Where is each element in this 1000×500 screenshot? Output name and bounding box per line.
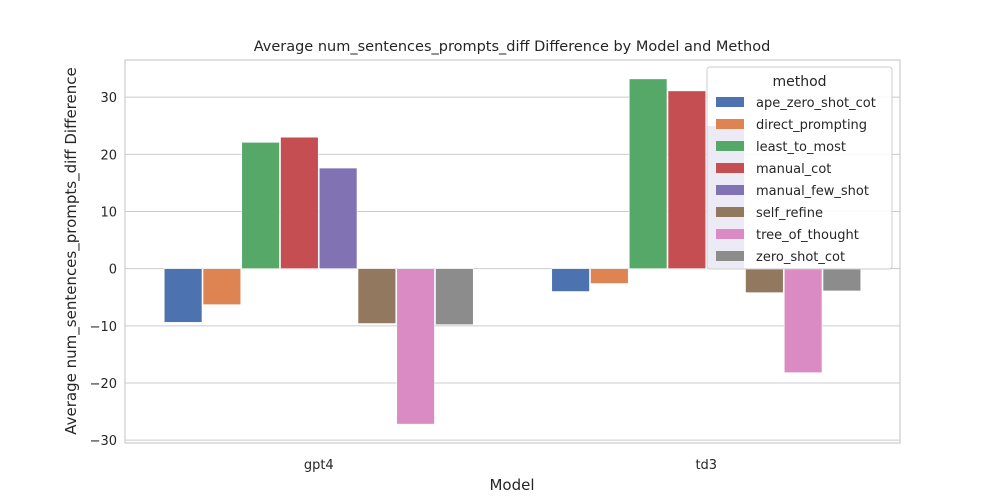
plot-frame	[124, 59, 901, 444]
legend-label-manual_few_shot: manual_few_shot	[756, 184, 869, 199]
legend-label-manual_cot: manual_cot	[756, 162, 831, 177]
legend-label-ape_zero_shot_cot: ape_zero_shot_cot	[756, 96, 876, 111]
x-tick-label: gpt4	[304, 458, 334, 473]
x-tick-label: td3	[695, 458, 717, 473]
legend: method ape_zero_shot_cot direct_promptingl…	[706, 66, 893, 270]
bar-manual_cot-gpt4	[280, 136, 319, 269]
y-axis-title: Average num_sentences_prompts_diff Diffe…	[62, 67, 81, 434]
x-axis-title: Model	[489, 476, 534, 494]
bar-zero_shot_cot-gpt4	[435, 268, 474, 325]
legend-label-least_to_most: least_to_most	[756, 140, 846, 155]
legend-swatch-manual_few_shot	[716, 185, 744, 195]
bar-tree_of_thought-td3	[783, 268, 823, 373]
legend-title: method	[772, 74, 826, 90]
bar-ape_zero_shot_cot-gpt4	[163, 268, 203, 323]
y-tick-label: −20	[90, 377, 117, 392]
legend-swatch-least_to_most	[716, 141, 744, 151]
legend-swatch-self_refine	[716, 207, 744, 217]
bar-least_to_most-td3	[628, 78, 668, 269]
y-tick-label: −10	[90, 320, 117, 335]
y-tick-label: 20	[100, 148, 117, 163]
chart-title: Average num_sentences_prompts_diff Diffe…	[254, 39, 771, 55]
legend-swatch-ape_zero_shot_cot	[716, 97, 744, 107]
y-tick-label: 10	[100, 205, 117, 220]
legend-swatch-direct_prompting	[716, 119, 744, 129]
legend-box	[706, 66, 893, 270]
bar-direct_prompting-gpt4	[202, 268, 242, 305]
bar-self_refine-td3	[745, 268, 784, 293]
bar-manual_few_shot-gpt4	[318, 167, 358, 269]
legend-swatch-manual_cot	[716, 163, 744, 173]
bar-least_to_most-gpt4	[241, 142, 280, 269]
legend-label-self_refine: self_refine	[756, 206, 823, 221]
y-tick-label: 30	[100, 91, 117, 106]
bar-manual_cot-td3	[667, 90, 707, 269]
bar-zero_shot_cot-td3	[822, 268, 862, 292]
legend-swatch-tree_of_thought	[716, 229, 744, 239]
bar-ape_zero_shot_cot-td3	[551, 268, 590, 292]
legend-label-tree_of_thought: tree_of_thought	[756, 228, 859, 243]
legend-label-direct_prompting: direct_prompting	[756, 118, 867, 133]
bar-tree_of_thought-gpt4	[396, 268, 435, 425]
bar-direct_prompting-td3	[590, 268, 629, 284]
legend-label-zero_shot_cot: zero_shot_cot	[756, 250, 845, 265]
y-tick-label: −30	[90, 434, 117, 449]
bar-self_refine-gpt4	[357, 268, 397, 324]
legend-swatch-zero_shot_cot	[716, 251, 744, 261]
y-tick-label: 0	[109, 263, 117, 278]
